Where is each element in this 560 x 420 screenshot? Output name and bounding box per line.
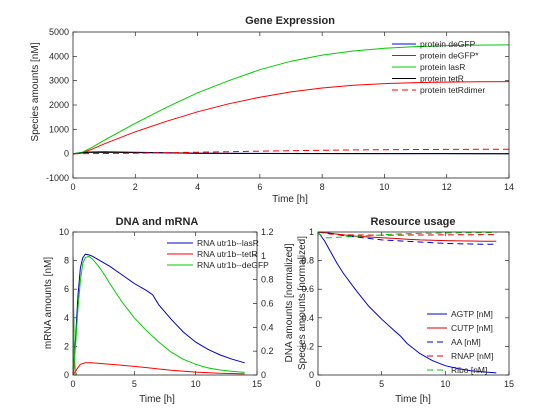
y2-tick-label: 0.4 — [261, 322, 274, 332]
x-tick-label: 0 — [315, 379, 320, 389]
series-line-protein-tetrdimer — [73, 148, 509, 155]
x-tick-label: 6 — [257, 182, 262, 192]
legend-label: AGTP [nM] — [451, 309, 493, 319]
y-tick-label: -1000 — [46, 173, 69, 183]
y-tick-label: 10 — [59, 227, 69, 237]
x-tick-label: 0 — [70, 182, 75, 192]
series-line-rna-utr1b-degfp — [73, 255, 245, 375]
resource-usage-chart: Resource usage 0 5 10 15 0 0.2 0.4 0.6 0.8 1 AGTP… — [297, 216, 514, 405]
y-tick-label: 0.6 — [301, 284, 314, 294]
x-tick-label: 12 — [442, 182, 452, 192]
y-tick-label: 8 — [64, 256, 69, 266]
series-layer — [73, 253, 245, 375]
y-axis-label: mRNA amounts [nM] — [43, 257, 54, 349]
y-tick-label: 0.4 — [301, 313, 314, 323]
x-tick-label: 0 — [70, 379, 75, 389]
legend-label: RNA utr1b--tetR — [197, 249, 257, 259]
x-tick-label: 4 — [195, 182, 200, 192]
y2-axis-label: DNA amounts [normalized] — [284, 243, 295, 362]
y-tick-label: 0.2 — [301, 341, 314, 351]
x-tick-label: 5 — [132, 379, 137, 389]
y-tick-label: 5000 — [49, 27, 69, 37]
y-tick-label: 2000 — [49, 100, 69, 110]
series-line-agtp-nm — [318, 232, 497, 374]
x-tick-label: 10 — [440, 379, 450, 389]
y2-tick-label: 1 — [261, 251, 266, 261]
y-tick-label: 0 — [64, 149, 69, 159]
x-tick-label: 14 — [504, 182, 514, 192]
legend-label: RNAP [nM] — [451, 351, 493, 361]
legend-label: protein lasR — [420, 62, 465, 72]
y2-tick-label: 0 — [261, 370, 266, 380]
series-line-aa-nm — [318, 232, 497, 245]
y2-tick-label: 1.2 — [261, 227, 274, 237]
y2-tick-label: 0.6 — [261, 299, 274, 309]
legend-label: protein deGFP* — [420, 51, 479, 61]
y2-tick-label: 0.2 — [261, 346, 274, 356]
y-tick-label: 1000 — [49, 124, 69, 134]
legend-label: RNA utr1b--lasR — [197, 238, 259, 248]
legend-label: protein deGFP — [420, 39, 476, 49]
y-tick-label: 4000 — [49, 51, 69, 61]
y-tick-label: 3000 — [49, 76, 69, 86]
dna-mrna-chart: DNA and mRNA 0 5 10 15024681000.20.40.60.81… — [43, 216, 295, 405]
x-axis-label: Time [h] — [272, 194, 308, 205]
legend-label: RNA utr1b--deGFP — [197, 260, 269, 270]
legend-label: AA [nM] — [451, 337, 481, 347]
chart-title: DNA and mRNA — [116, 216, 199, 228]
x-tick-label: 15 — [504, 379, 514, 389]
x-axis-label: Time [h] — [395, 394, 431, 405]
y-tick-label: 4 — [64, 313, 69, 323]
y-tick-label: 1 — [309, 227, 314, 237]
series-line-unnamed-5 — [73, 255, 78, 375]
series-line-protein-lasr — [73, 44, 509, 155]
x-tick-label: 10 — [191, 379, 201, 389]
x-tick-label: 10 — [379, 182, 389, 192]
x-tick-label: 15 — [252, 379, 262, 389]
legend-label: protein tetR — [420, 74, 464, 84]
gene-expression-chart: Gene Expression 0 2 4 6 8 10 12 14-100001000200… — [30, 15, 514, 205]
x-tick-label: 8 — [320, 182, 325, 192]
y-tick-label: 0 — [309, 370, 314, 380]
y-tick-label: 0 — [64, 370, 69, 380]
legend-label: Ribo [nM] — [451, 365, 487, 375]
legend-label: CUTP [nM] — [451, 323, 493, 333]
series-line-rna-utr1b-lasr — [73, 253, 245, 375]
axes-frame — [72, 31, 510, 179]
series-line-rnap-nm — [318, 232, 497, 236]
legend-label: protein tetRdimer — [420, 85, 485, 95]
chart-title: Resource usage — [371, 216, 456, 228]
series-layer — [318, 232, 497, 374]
y-tick-label: 0.8 — [301, 256, 314, 266]
series-line-protein-degfp — [73, 81, 509, 155]
chart-title: Gene Expression — [245, 15, 335, 27]
legend: protein deGFP protein deGFP*protein lasR p… — [392, 39, 485, 95]
y-tick-label: 6 — [64, 284, 69, 294]
y2-tick-label: 0.8 — [261, 275, 274, 285]
legend: AGTP [nM] CUTP [nM] AA [nM] RNAP [nM] Ribo [… — [427, 309, 493, 375]
series-line-protein-tetr — [73, 151, 509, 155]
series-line-rna-utr1b-tetr — [73, 362, 245, 375]
x-axis-label: Time [h] — [139, 394, 175, 405]
series-layer — [73, 44, 509, 155]
axes-frame — [72, 231, 258, 376]
x-tick-label: 2 — [133, 182, 138, 192]
axes-frame — [317, 231, 510, 376]
series-line-cutp-nm — [318, 232, 497, 242]
y-tick-label: 2 — [64, 341, 69, 351]
y-axis-label: Species amounts [normalized] — [297, 236, 308, 370]
y-axis-label: Species amounts [nM] — [30, 42, 41, 141]
x-tick-label: 5 — [379, 379, 384, 389]
series-line-ribo-nm — [318, 232, 497, 239]
